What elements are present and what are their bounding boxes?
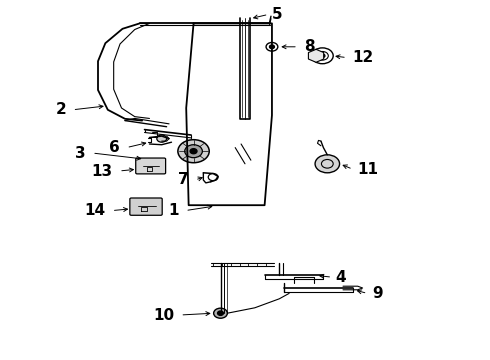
Text: 5: 5 — [272, 7, 283, 22]
Text: 13: 13 — [92, 163, 113, 179]
Circle shape — [320, 54, 325, 58]
Circle shape — [218, 311, 223, 315]
Circle shape — [185, 145, 202, 158]
Circle shape — [315, 155, 340, 173]
Text: 2: 2 — [55, 102, 66, 117]
Text: 7: 7 — [178, 172, 189, 188]
Text: 14: 14 — [84, 203, 105, 218]
Circle shape — [214, 308, 227, 318]
Text: 1: 1 — [169, 203, 179, 218]
Text: 8: 8 — [304, 39, 315, 54]
Text: 12: 12 — [353, 50, 374, 65]
Text: 6: 6 — [109, 140, 120, 155]
Circle shape — [157, 135, 167, 142]
Text: 9: 9 — [372, 286, 383, 301]
Text: 10: 10 — [153, 307, 174, 323]
Text: 11: 11 — [358, 162, 379, 177]
Circle shape — [270, 45, 274, 49]
Circle shape — [178, 140, 209, 163]
FancyBboxPatch shape — [136, 158, 166, 174]
Circle shape — [190, 149, 197, 154]
FancyBboxPatch shape — [130, 198, 162, 215]
Text: 3: 3 — [75, 145, 86, 161]
Text: 4: 4 — [336, 270, 346, 285]
